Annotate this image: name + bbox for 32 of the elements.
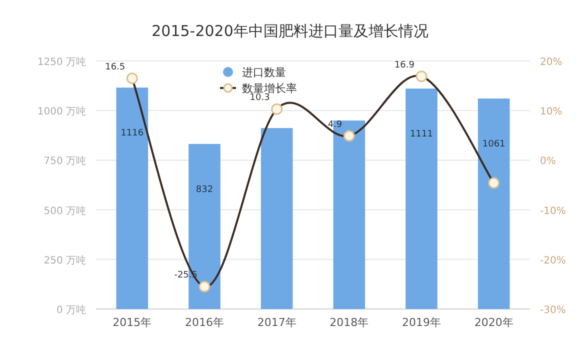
bar [260, 128, 293, 309]
y-tick-label: 1250 万吨 [37, 56, 86, 68]
bar [406, 88, 438, 309]
data-label: 832 [196, 184, 214, 195]
data-label: 1116 [120, 128, 144, 139]
legend-label: 数量增长率 [242, 82, 297, 95]
y-tick-label: 1000 万吨 [37, 106, 86, 118]
x-tick-label: 2016年 [185, 316, 224, 329]
data-label: 1111 [410, 130, 433, 140]
y2-tick-label: 0% [540, 156, 556, 168]
data-label: 16.9 [394, 60, 415, 70]
data-label: 16.5 [105, 62, 126, 72]
chart-title: 2015-2020年中国肥料进口量及增长情况 [152, 22, 428, 40]
x-tick-label: 2020年 [474, 316, 514, 329]
y-tick-label: 0 万吨 [56, 304, 86, 316]
legend-label: 进口数量 [242, 66, 286, 79]
bar [116, 88, 148, 309]
y2-tick-label: -20% [540, 255, 566, 266]
x-tick-label: 2015年 [112, 316, 152, 329]
y2-tick-label: -10% [540, 206, 566, 217]
y2-tick-label: 10% [540, 106, 562, 118]
data-label: 1061 [482, 140, 506, 150]
y-tick-label: 250 万吨 [44, 254, 86, 266]
bar [478, 98, 510, 309]
y-tick-label: 750 万吨 [44, 155, 86, 168]
y-tick-label: 500 万吨 [44, 204, 86, 217]
y2-tick-label: -30% [540, 305, 566, 316]
x-tick-label: 2019年 [402, 316, 441, 329]
x-tick-label: 2017年 [257, 316, 296, 329]
y2-tick-label: 20% [540, 57, 562, 68]
data-label: 10.3 [250, 93, 270, 104]
x-tick-label: 2018年 [330, 316, 369, 329]
